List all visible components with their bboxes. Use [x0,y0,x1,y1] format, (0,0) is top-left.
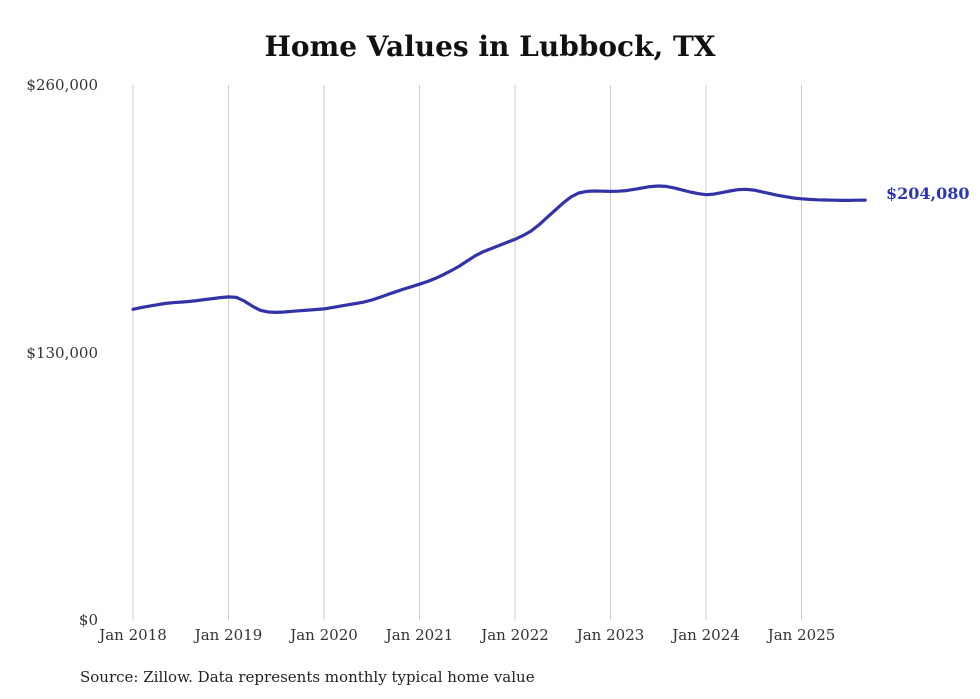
x-tick-label: Jan 2020 [290,626,358,644]
y-tick-label-260000: $260,000 [26,76,98,94]
home-value-line [131,184,867,314]
current-value-label: $204,080 [886,184,970,203]
source-note: Source: Zillow. Data represents monthly … [80,668,535,686]
x-tick-label: Jan 2022 [481,626,549,644]
x-tick-label: Jan 2025 [767,626,836,644]
y-tick-label-0: $0 [78,611,98,629]
x-tick-label: Jan 2023 [576,626,645,644]
gridlines-group [132,85,802,620]
chart-title: Home Values in Lubbock, TX [264,30,716,63]
x-tick-label: Jan 2024 [672,626,740,644]
y-tick-label-130000: $130,000 [26,344,98,362]
x-tick-label: Jan 2019 [194,626,263,644]
x-tick-label: Jan 2018 [99,626,167,644]
x-tick-label: Jan 2021 [385,626,454,644]
